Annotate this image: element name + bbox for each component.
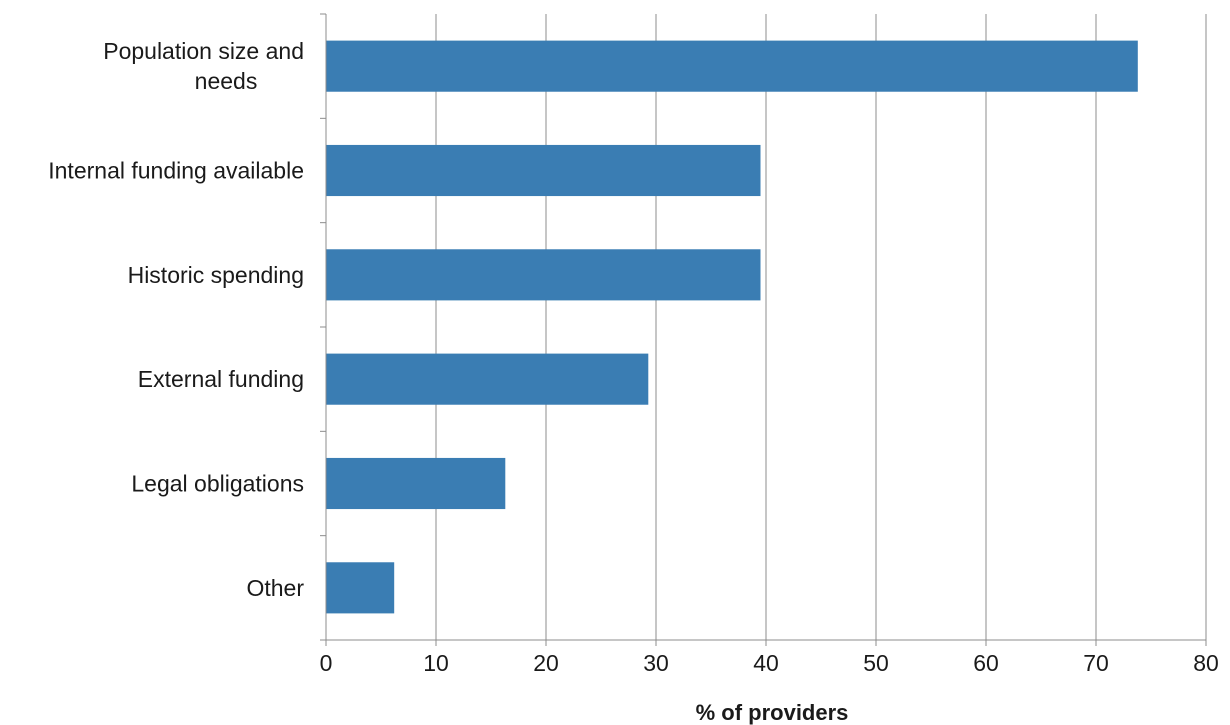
grid-layer	[435, 14, 1207, 640]
category-label: Population size and	[103, 38, 304, 64]
x-tick-label: 80	[1193, 650, 1219, 676]
category-label: needs	[195, 68, 258, 94]
x-tick-label: 40	[753, 650, 779, 676]
category-label: Other	[246, 575, 304, 601]
x-axis-title: % of providers	[696, 700, 849, 725]
bar-historic-spending	[326, 249, 761, 301]
bar-internal-funding-available	[326, 144, 761, 197]
category-label: External funding	[138, 366, 304, 392]
category-label-layer: Population size and needs Internal funding…	[48, 38, 304, 601]
axis-layer	[320, 13, 1207, 646]
bar-layer	[326, 40, 1138, 614]
x-tick-label: 30	[643, 650, 669, 676]
category-label: Legal obligations	[131, 471, 304, 497]
x-tick-label: 50	[863, 650, 889, 676]
category-label: Historic spending	[128, 262, 304, 288]
bar-population-size-and-needs	[326, 40, 1138, 92]
x-tick-label: 70	[1083, 650, 1109, 676]
category-label: Internal funding available	[48, 158, 304, 184]
x-tick-label: 20	[533, 650, 559, 676]
x-tick-label-layer: 0 10 20 30 40 50 60 70 80	[320, 650, 1219, 676]
bar-legal-obligations	[326, 457, 506, 510]
x-tick-label: 60	[973, 650, 999, 676]
bar-other	[326, 562, 395, 614]
bar-external-funding	[326, 353, 649, 405]
x-tick-label: 10	[423, 650, 449, 676]
x-tick-label: 0	[320, 650, 333, 676]
